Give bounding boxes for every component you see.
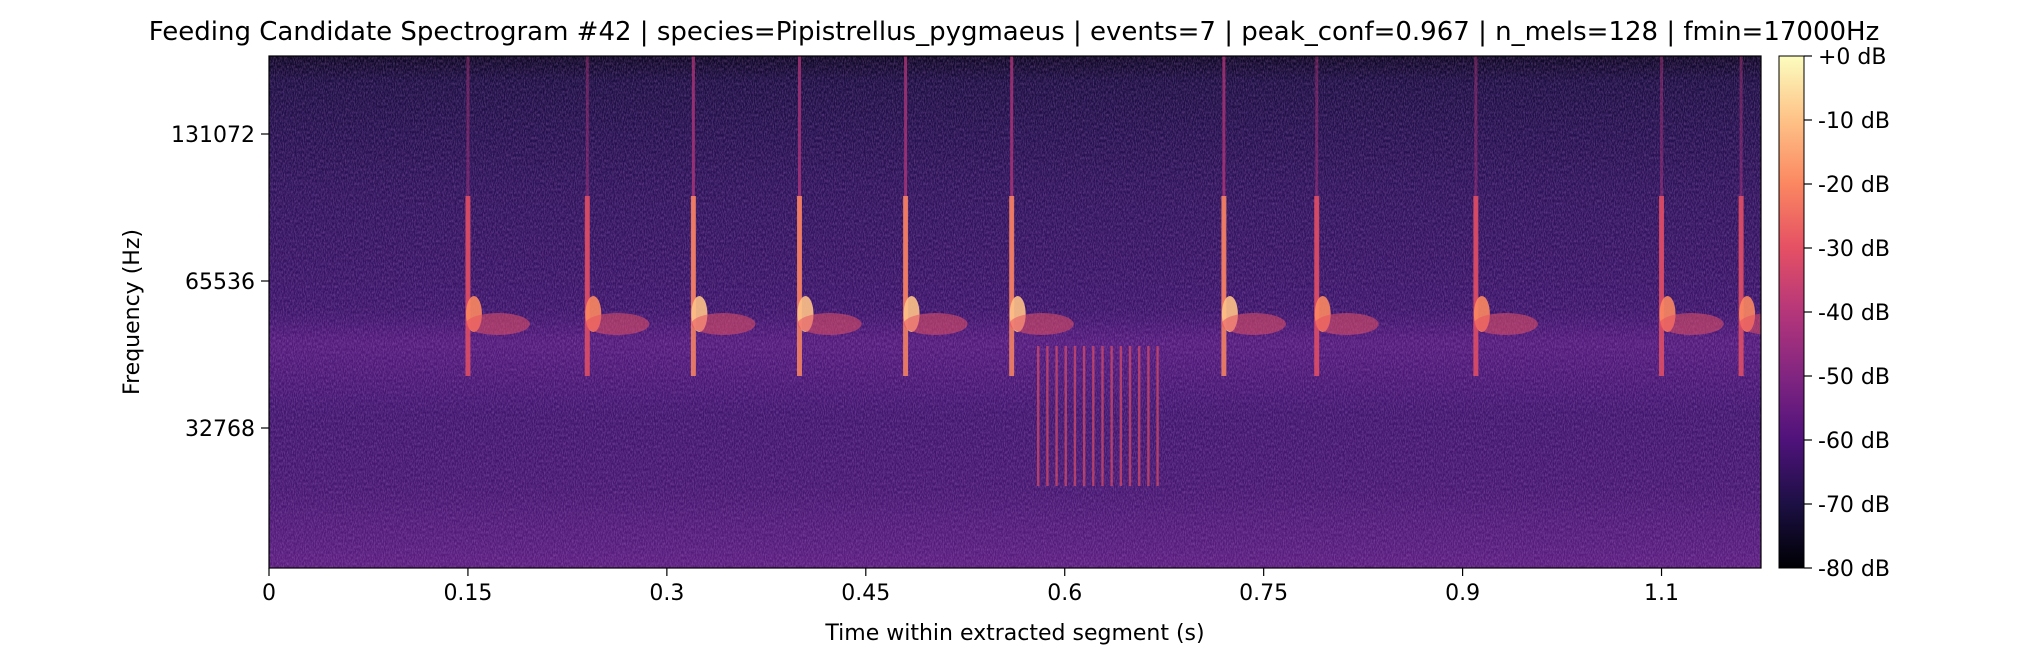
call-echo: [465, 313, 530, 335]
bat-call: [1314, 56, 1379, 376]
call-echo: [691, 313, 756, 335]
call-echo: [903, 313, 968, 335]
colorbar-tick-label: -20 dB: [1818, 173, 1890, 198]
bat-call: [690, 56, 756, 376]
y-tick-label: 65536: [185, 270, 255, 295]
bat-call: [1221, 56, 1286, 376]
chart-title: Feeding Candidate Spectrogram #42 | spec…: [149, 17, 1880, 47]
bat-call: [796, 56, 862, 376]
buzz-pulse: [1119, 346, 1123, 486]
buzz-pulse: [1156, 346, 1159, 486]
call-core: [1009, 196, 1015, 376]
buzz-pulse: [1110, 346, 1113, 486]
call-sweep: [466, 56, 470, 326]
call-echo: [1009, 313, 1074, 335]
colorbar-tick-label: -40 dB: [1818, 301, 1890, 326]
call-echo: [1221, 313, 1286, 335]
feeding-buzz: [1037, 346, 1159, 486]
bat-call: [1738, 56, 1761, 376]
call-core: [1738, 196, 1744, 376]
call-sweep: [1315, 56, 1319, 326]
call-core: [1659, 196, 1665, 376]
call-core: [1473, 196, 1479, 376]
call-echo: [1739, 313, 1761, 335]
colorbar-tick-label: -30 dB: [1818, 237, 1890, 262]
y-tick-label: 32768: [185, 417, 255, 442]
buzz-pulse: [1147, 346, 1150, 486]
call-echo: [1659, 313, 1724, 335]
call-core: [903, 196, 909, 376]
colorbar-tick-label: -80 dB: [1818, 557, 1890, 582]
x-tick-label: 0: [262, 581, 276, 606]
buzz-pulse: [1092, 346, 1095, 486]
buzz-pulse: [1101, 346, 1104, 486]
call-core: [584, 196, 590, 376]
call-echo: [585, 313, 650, 335]
call-core: [690, 196, 696, 376]
buzz-pulse: [1128, 346, 1132, 486]
call-sweep: [1739, 56, 1743, 326]
call-sweep: [797, 56, 801, 326]
call-sweep: [1474, 56, 1478, 326]
call-sweep: [1010, 56, 1014, 326]
x-tick-label: 0.3: [649, 581, 684, 606]
call-core: [796, 196, 802, 376]
bat-call: [465, 56, 530, 376]
bat-call: [1473, 56, 1538, 376]
x-tick-label: 0.45: [841, 581, 890, 606]
y-tick-label: 131072: [171, 123, 255, 148]
x-tick-label: 0.6: [1047, 581, 1082, 606]
call-sweep: [1660, 56, 1664, 326]
x-tick-label: 1.1: [1644, 581, 1679, 606]
call-sweep: [904, 56, 908, 326]
buzz-pulse: [1138, 346, 1141, 486]
buzz-pulse: [1064, 346, 1067, 486]
x-tick-label: 0.15: [443, 581, 492, 606]
call-core: [1221, 196, 1227, 376]
x-tick-label: 0.75: [1239, 581, 1288, 606]
bat-call: [584, 56, 650, 376]
colorbar-tick-label: -60 dB: [1818, 429, 1890, 454]
call-core: [465, 196, 471, 376]
bat-call: [903, 56, 968, 376]
buzz-pulse: [1082, 346, 1086, 486]
call-sweep: [1222, 56, 1226, 326]
x-tick-label: 0.9: [1445, 581, 1480, 606]
plot-frame: [268, 55, 1762, 569]
colorbar: [1778, 55, 1805, 569]
buzz-pulse: [1073, 346, 1077, 486]
call-core: [1314, 196, 1320, 376]
colorbar-tick-label: -50 dB: [1818, 365, 1890, 390]
call-echo: [797, 313, 862, 335]
colorbar-tick-label: +0 dB: [1818, 45, 1886, 70]
buzz-pulse: [1037, 346, 1040, 486]
bat-call: [1009, 56, 1074, 376]
x-axis-label: Time within extracted segment (s): [824, 621, 1204, 646]
colorbar-tick-label: -70 dB: [1818, 493, 1890, 518]
buzz-pulse: [1046, 346, 1049, 486]
call-sweep: [691, 56, 695, 326]
call-sweep: [585, 56, 589, 326]
call-echo: [1473, 313, 1538, 335]
buzz-pulse: [1055, 346, 1058, 486]
bat-call: [1659, 56, 1724, 376]
y-axis-label: Frequency (Hz): [120, 229, 145, 395]
call-echo: [1314, 313, 1379, 335]
colorbar-tick-label: -10 dB: [1818, 109, 1890, 134]
